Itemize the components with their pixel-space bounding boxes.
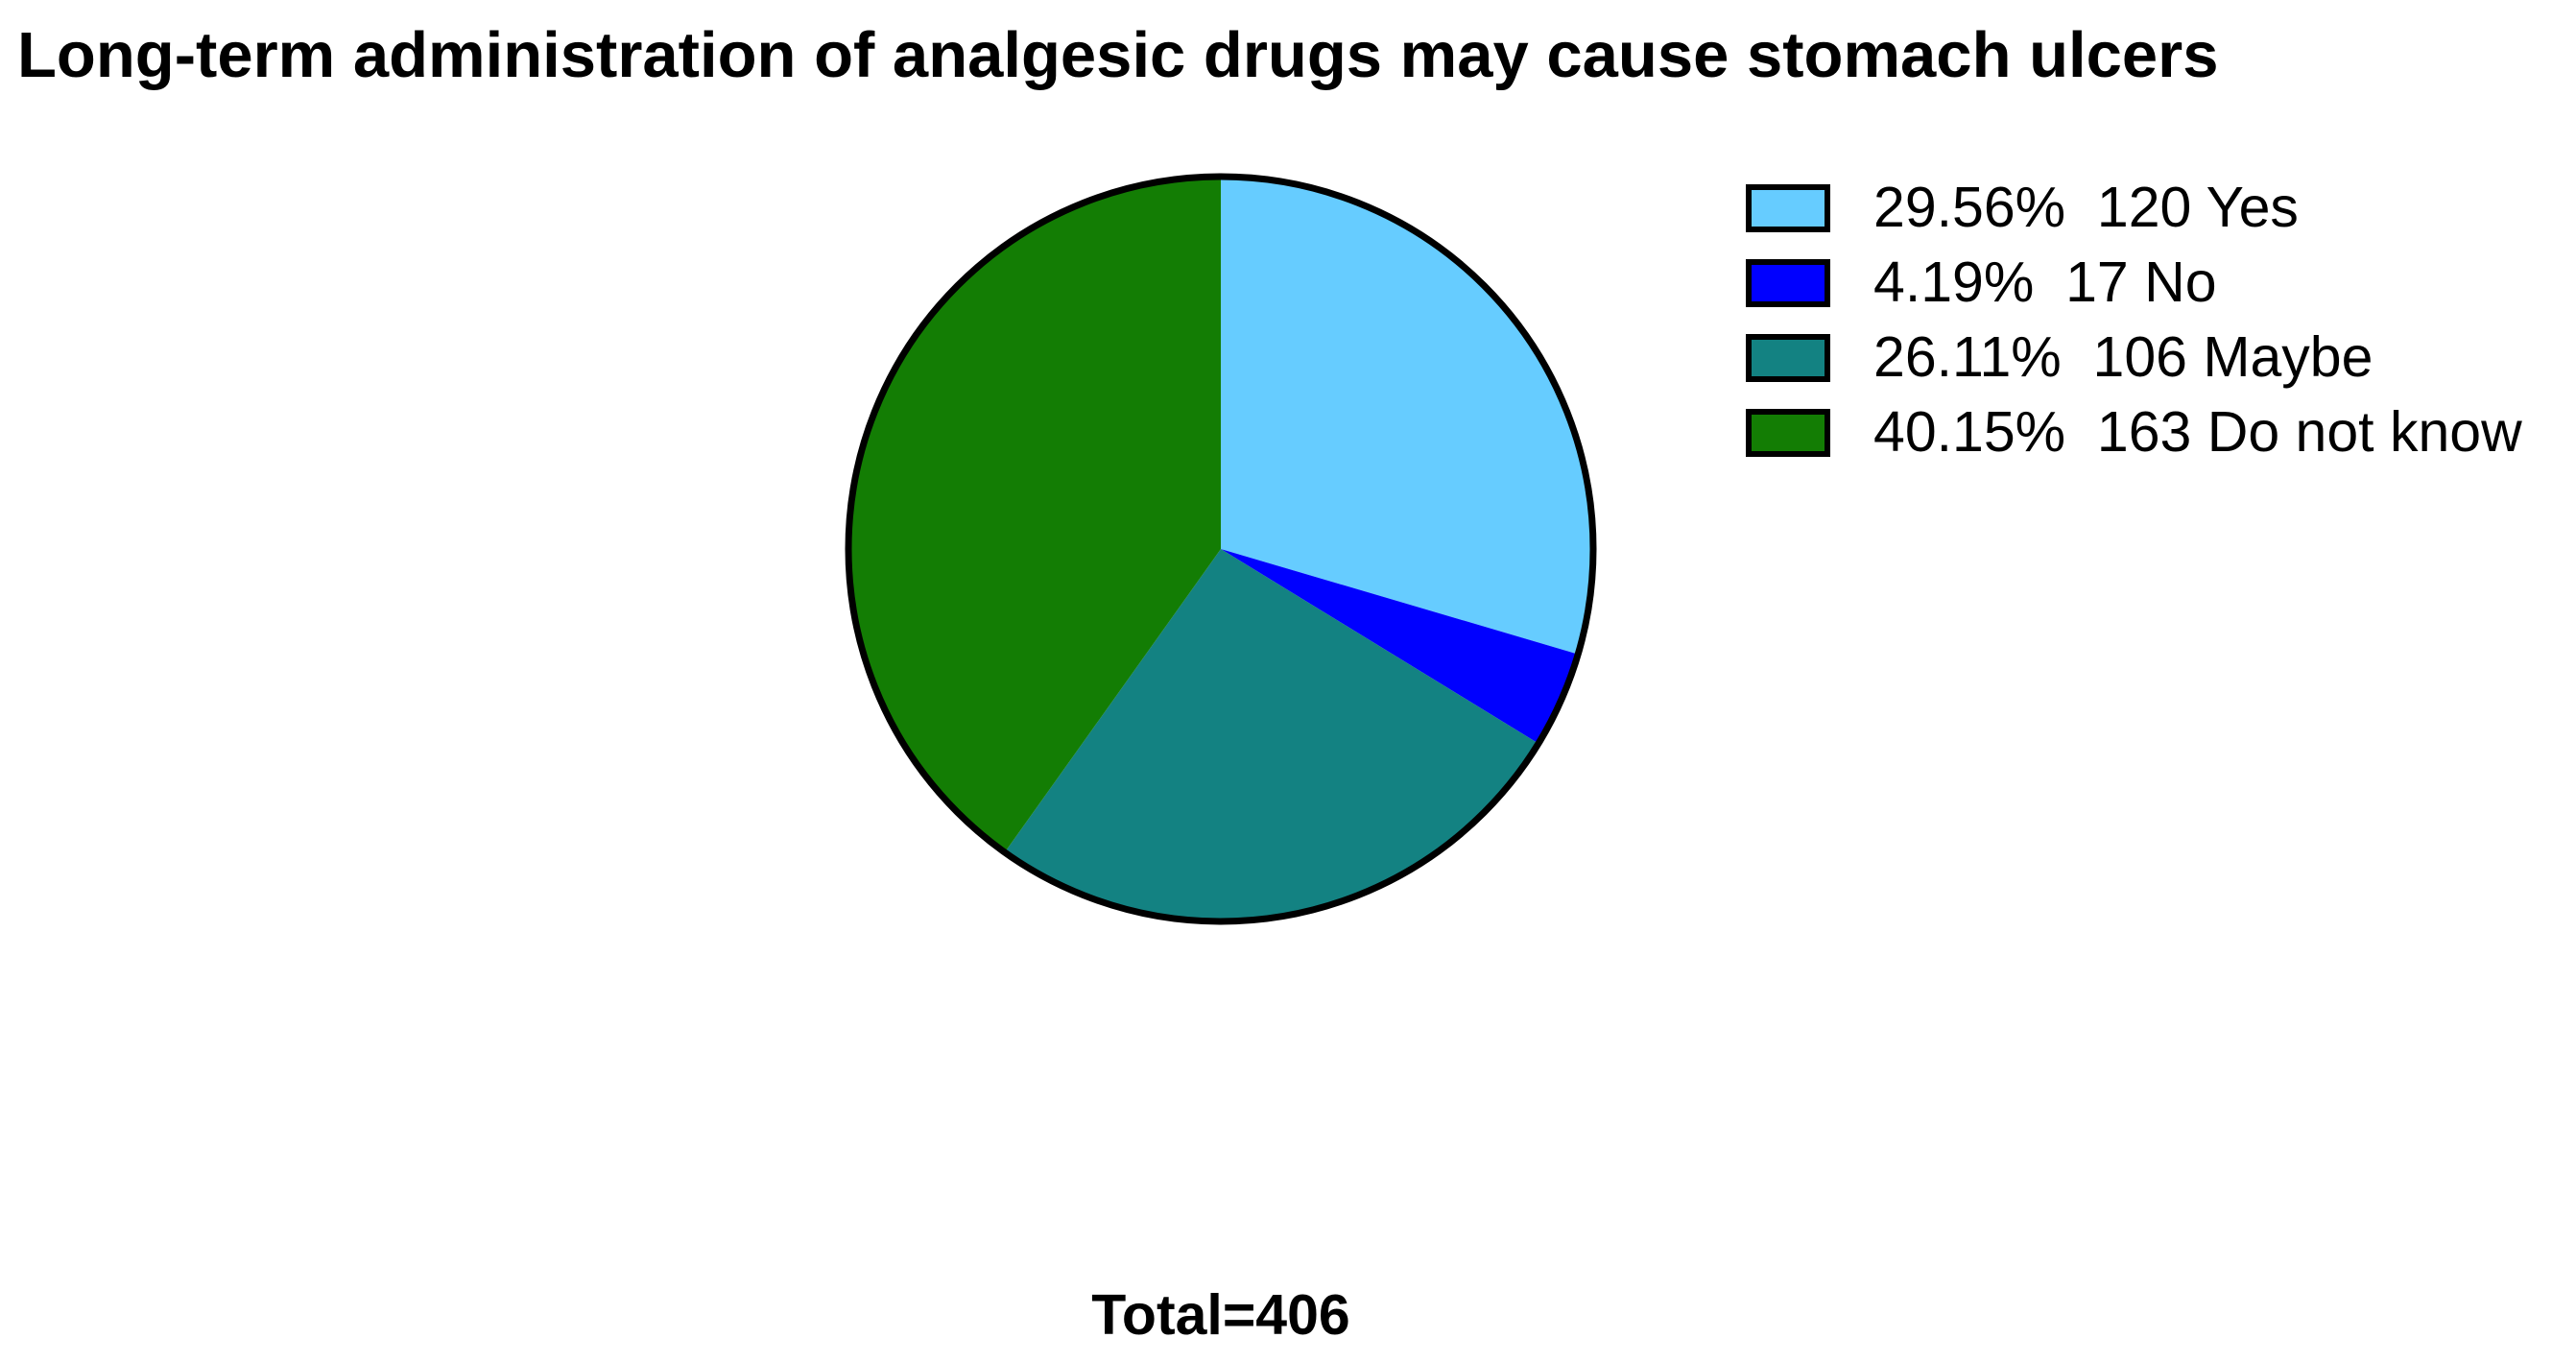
pie-slice-yes	[1221, 177, 1594, 655]
legend-label-maybe: 26.11% 106 Maybe	[1873, 325, 2373, 389]
pie-slice-no	[1221, 549, 1579, 744]
chart-title: Long-term administration of analgesic dr…	[17, 19, 2219, 91]
legend-label-yes: 29.56% 120 Yes	[1873, 176, 2299, 239]
legend-label-no: 4.19% 17 No	[1873, 251, 2217, 314]
pie-slice-maybe	[1004, 549, 1538, 921]
legend-swatch-no	[1746, 259, 1830, 307]
pie-outline	[845, 173, 1597, 925]
legend-swatch-maybe	[1746, 334, 1830, 382]
legend-swatch-yes	[1746, 184, 1830, 232]
total-label: Total=406	[1091, 1283, 1349, 1347]
legend-label-do-not-know: 40.15% 163 Do not know	[1873, 400, 2522, 464]
pie-slice-do-not-know	[847, 177, 1221, 853]
pie-slices	[847, 177, 1594, 921]
legend-swatch-do-not-know	[1746, 409, 1830, 457]
legend: 29.56% 120 Yes 4.19% 17 No 26.11% 106 Mayb…	[1746, 176, 2522, 464]
